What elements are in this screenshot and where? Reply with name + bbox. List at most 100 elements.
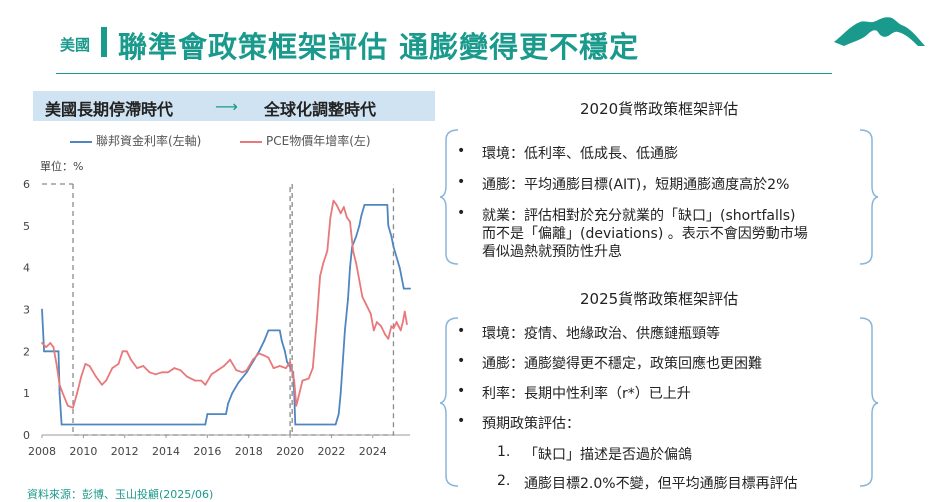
era-dashed-box	[291, 184, 395, 436]
pce-point	[136, 367, 139, 369]
fed-rate-point	[386, 204, 389, 206]
pce-line	[41, 199, 408, 409]
framework-2025-brackets	[440, 317, 879, 487]
pce-point	[322, 262, 325, 265]
bullet-icon: •	[457, 205, 466, 221]
pce-point	[161, 371, 163, 374]
pce-point	[52, 346, 55, 349]
fed-rate-point	[204, 423, 207, 426]
pce-point	[369, 312, 372, 315]
pce-point	[204, 383, 207, 386]
fed-rate-point	[267, 329, 270, 332]
fed-rate-line	[41, 204, 410, 426]
pce-point	[405, 323, 408, 326]
fed-rate-point	[206, 413, 209, 415]
fed-rate-point	[58, 392, 61, 395]
pce-point	[307, 377, 310, 380]
pce-point	[117, 362, 120, 365]
era-right-label: 全球化調整時代	[264, 100, 377, 119]
source-note: 資料來源：彭博、玉山投顧(2025/06)	[27, 488, 214, 501]
pce-point	[401, 321, 404, 323]
pce-point	[61, 392, 64, 395]
pce-point	[332, 199, 335, 202]
sub-item-number: 1.	[497, 444, 511, 460]
fed-rate-point	[225, 413, 227, 415]
framework-item-line: 通膨：平均通膨目標(AIT)，短期通膨適度高於2%	[482, 177, 790, 193]
pce-point	[121, 350, 124, 353]
pce-point	[88, 365, 91, 367]
framework-2020-title: 2020貨幣政策框架評估	[580, 100, 739, 118]
pce-point	[216, 369, 219, 372]
bullet-icon: •	[457, 353, 466, 369]
pce-point	[355, 262, 358, 265]
sub-item-text: 「缺口」描述是否過於偏鴿	[524, 447, 692, 463]
legend-label-pce: PCE物價年增率(左)	[266, 134, 371, 148]
page-title: 聯準會政策框架評估 通膨變得更不穩定	[118, 30, 640, 64]
pce-point	[392, 327, 395, 330]
pce-point	[58, 383, 61, 386]
fed-rate-point	[278, 329, 281, 332]
pce-point	[101, 383, 103, 386]
pce-point	[384, 333, 387, 336]
y-tick-label: 4	[23, 262, 30, 275]
fed-rate-point	[349, 266, 351, 269]
framework-item-line: 而不是「偏離」(deviations) 。表示不會因勞動市場	[482, 226, 808, 242]
pce-point	[173, 367, 176, 369]
pce-point	[358, 279, 361, 282]
fed-rate-point	[237, 381, 240, 384]
unit-label: 單位：%	[40, 160, 84, 173]
pce-point	[329, 216, 332, 219]
sub-item-text: 通膨目標2.0%不變，但平均通膨目標再評估	[524, 476, 798, 492]
fed-rate-point	[409, 287, 411, 290]
pce-point	[278, 365, 281, 367]
fed-rate-point	[358, 224, 361, 227]
fed-rate-point	[334, 423, 337, 426]
pce-point	[372, 329, 375, 332]
pce-point	[66, 404, 69, 407]
pce-point	[41, 342, 43, 344]
pce-point	[45, 346, 48, 349]
fed-rate-point	[245, 371, 248, 374]
header-tag: 美國	[60, 36, 91, 54]
bullet-icon: •	[457, 174, 466, 190]
pce-point	[293, 379, 296, 382]
pce-point	[335, 204, 338, 206]
fed-rate-point	[339, 392, 342, 395]
fed-rate-point	[294, 423, 297, 426]
y-tick-label: 3	[23, 304, 30, 317]
pce-point	[80, 375, 83, 378]
legend-item-pce: PCE物價年增率(左)	[240, 132, 371, 149]
rate-inflation-chart: 0 1 2 3 4 5 6 2008 2010 2012 2014 2016 2018 2020 2022 2…	[23, 178, 411, 458]
pce-point	[129, 358, 132, 361]
pce-point	[105, 379, 107, 382]
pce-point	[55, 362, 58, 365]
bullet-icon: •	[457, 143, 466, 159]
fed-rate-point	[341, 360, 344, 363]
pce-point	[72, 406, 74, 409]
legend-swatch-fed-rate	[70, 140, 92, 143]
pce-point	[245, 369, 248, 372]
pce-point	[272, 367, 275, 369]
fed-rate-point	[355, 235, 358, 238]
x-tick-label: 2008	[28, 445, 56, 458]
framework-item-line: 通膨：通膨變得更不穩定，政策回應也更困難	[482, 356, 762, 372]
header-divider	[101, 27, 107, 57]
fed-rate-point	[402, 287, 405, 290]
fed-rate-point	[231, 392, 234, 395]
pce-point	[154, 373, 157, 376]
fed-rate-point	[343, 329, 346, 332]
era-left-label: 美國長期停滯時代	[45, 100, 174, 119]
pce-point	[403, 310, 406, 313]
fed-rate-point	[41, 308, 43, 311]
pce-point	[179, 369, 182, 372]
fed-rate-point	[280, 339, 283, 342]
pce-point	[267, 356, 270, 359]
fed-rate-point	[284, 350, 286, 353]
pce-point	[326, 250, 329, 252]
y-tick-label: 0	[23, 429, 30, 442]
pce-point	[395, 321, 398, 323]
pce-point	[397, 325, 400, 328]
pce-point	[319, 275, 321, 277]
pce-point	[376, 321, 378, 323]
pce-point	[210, 373, 213, 376]
